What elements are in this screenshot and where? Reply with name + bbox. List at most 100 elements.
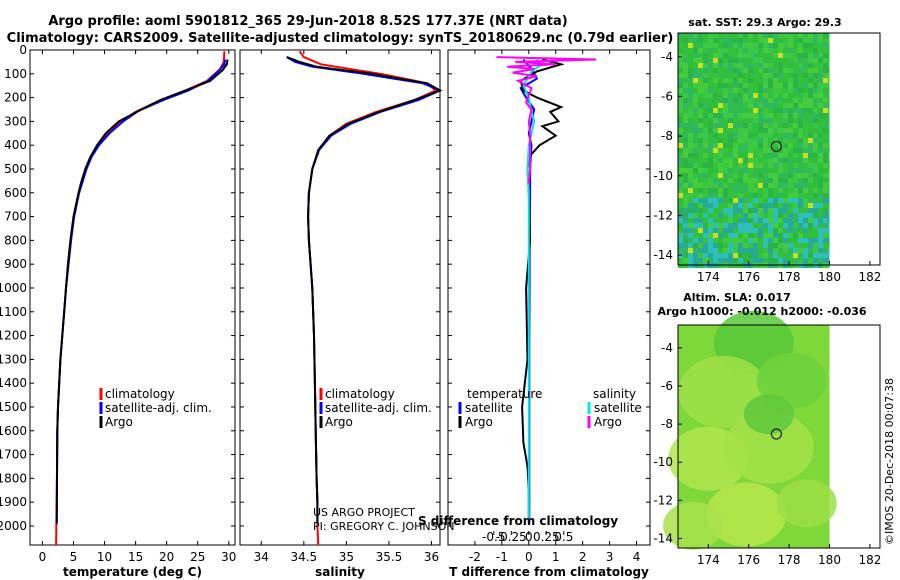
- sst-cell: [753, 148, 758, 153]
- sst-cell: [803, 143, 808, 148]
- sst-cell: [798, 238, 803, 243]
- sst-cell: [683, 63, 688, 68]
- sst-cell: [823, 133, 828, 138]
- sst-cell: [773, 138, 778, 143]
- sst-cell: [683, 163, 688, 168]
- sst-cell: [728, 148, 733, 153]
- sst-cell: [823, 143, 828, 148]
- sst-cell: [728, 153, 733, 158]
- sst-cell: [733, 113, 738, 118]
- sst-cell: [788, 223, 793, 228]
- plot-frame: [29, 49, 236, 546]
- sst-cell: [708, 248, 713, 253]
- sst-cell: [728, 98, 733, 103]
- sst-cell: [783, 78, 788, 83]
- legend-label: temperature: [467, 387, 542, 401]
- sst-cell: [818, 153, 823, 158]
- sst-cell: [758, 158, 763, 163]
- sst-cell: [698, 63, 703, 68]
- sst-cell: [753, 78, 758, 83]
- sst-cell: [733, 163, 738, 168]
- sst-cell: [813, 108, 818, 113]
- sst-cell: [738, 138, 743, 143]
- sst-cell: [798, 233, 803, 238]
- sst-cell: [783, 183, 788, 188]
- sst-cell: [738, 258, 743, 263]
- sst-cell: [713, 138, 718, 143]
- sst-cell: [818, 233, 823, 238]
- sst-cell: [678, 73, 683, 78]
- sst-cell: [768, 83, 773, 88]
- sst-cell: [688, 218, 693, 223]
- sst-cell: [743, 38, 748, 43]
- sst-cell: [803, 158, 808, 163]
- sst-cell: [793, 218, 798, 223]
- sst-cell: [773, 78, 778, 83]
- sst-cell: [803, 38, 808, 43]
- sst-cell: [808, 48, 813, 53]
- sst-cell: [748, 93, 753, 98]
- sst-cell: [748, 243, 753, 248]
- sst-cell: [748, 148, 753, 153]
- map-y-tick-label: -8: [661, 417, 673, 431]
- sst-cell: [798, 83, 803, 88]
- sst-cell: [778, 138, 783, 143]
- sst-cell: [773, 203, 778, 208]
- sst-cell: [753, 118, 758, 123]
- sst-cell: [693, 253, 698, 258]
- sst-cell: [798, 88, 803, 93]
- sst-cell: [703, 143, 708, 148]
- sst-cell: [788, 193, 793, 198]
- sst-cell: [823, 58, 828, 63]
- sst-cell: [693, 33, 698, 38]
- sst-cell: [808, 58, 813, 63]
- sst-cell: [813, 183, 818, 188]
- sst-cell: [713, 68, 718, 73]
- sst-cell: [683, 198, 688, 203]
- sst-cell: [738, 93, 743, 98]
- sst-cell: [728, 203, 733, 208]
- sst-cell: [708, 193, 713, 198]
- sst-cell: [783, 143, 788, 148]
- series-line-argo: [286, 56, 443, 524]
- sst-cell: [758, 143, 763, 148]
- sst-cell: [823, 168, 828, 173]
- sst-cell: [698, 253, 703, 258]
- sst-cell: [713, 93, 718, 98]
- sst-cell: [798, 178, 803, 183]
- sst-cell: [728, 108, 733, 113]
- sst-cell: [713, 233, 718, 238]
- sst-cell: [768, 93, 773, 98]
- sst-cell: [723, 38, 728, 43]
- sst-cell: [733, 258, 738, 263]
- sst-cell: [798, 43, 803, 48]
- sst-cell: [803, 148, 808, 153]
- sst-cell: [718, 223, 723, 228]
- sst-cell: [818, 258, 823, 263]
- sst-cell: [773, 178, 778, 183]
- sst-cell: [698, 98, 703, 103]
- sst-cell: [798, 183, 803, 188]
- sst-cell: [688, 48, 693, 53]
- sst-cell: [808, 218, 813, 223]
- map-x-tick-label: 180: [818, 553, 841, 567]
- sst-cell: [708, 78, 713, 83]
- sst-cell: [693, 148, 698, 153]
- sst-cell: [813, 73, 818, 78]
- sst-cell: [713, 128, 718, 133]
- sst-cell: [793, 173, 798, 178]
- x-tick-label: 4: [633, 550, 641, 564]
- sst-cell: [783, 188, 788, 193]
- sst-cell: [813, 258, 818, 263]
- sst-cell: [698, 238, 703, 243]
- sst-cell: [748, 113, 753, 118]
- sst-cell: [808, 98, 813, 103]
- sst-cell: [823, 188, 828, 193]
- sst-cell: [693, 113, 698, 118]
- sst-cell: [818, 58, 823, 63]
- sst-cell: [813, 223, 818, 228]
- sst-cell: [708, 148, 713, 153]
- sst-cell: [693, 228, 698, 233]
- sst-cell: [773, 208, 778, 213]
- sst-cell: [753, 98, 758, 103]
